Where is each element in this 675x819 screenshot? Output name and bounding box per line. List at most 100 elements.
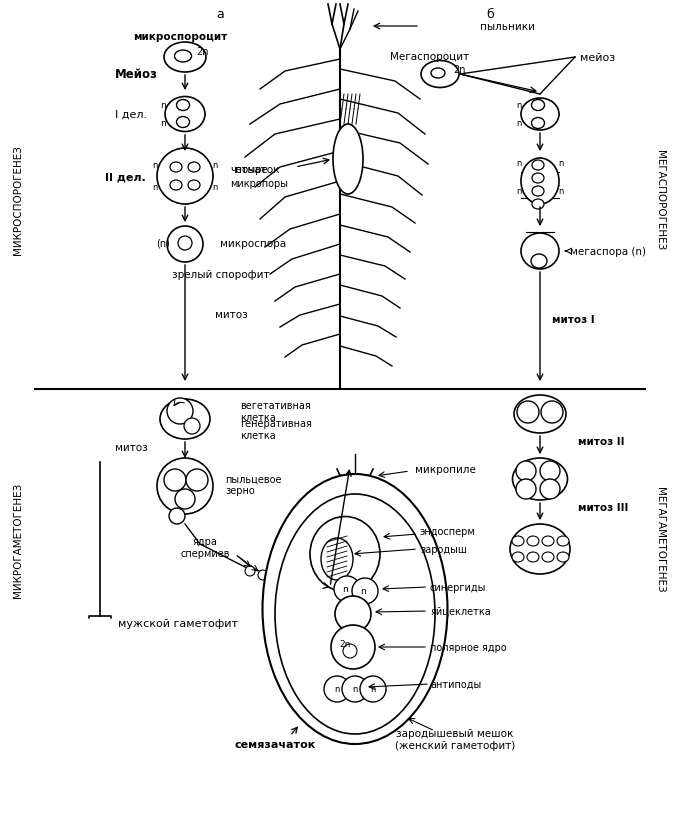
Text: митоз II: митоз II [578,437,624,446]
Text: n: n [352,685,358,694]
Text: МИКРОСПОРОГЕНЕЗ: МИКРОСПОРОГЕНЕЗ [13,145,23,255]
Circle shape [184,419,200,434]
Text: микропоры: микропоры [230,179,288,188]
Ellipse shape [521,233,559,269]
Text: зрелый спорофит: зрелый спорофит [173,269,270,279]
Text: мейоз: мейоз [580,53,615,63]
Text: n: n [213,183,217,192]
Ellipse shape [170,163,182,173]
Text: вегетативная
клетка: вегетативная клетка [240,400,310,423]
Text: зародыш: зародыш [420,545,466,554]
Circle shape [169,509,185,524]
Ellipse shape [176,101,190,111]
Text: зародышевый мешок
(женский гаметофит): зародышевый мешок (женский гаметофит) [395,728,515,750]
Text: Мейоз: Мейоз [115,69,158,81]
Ellipse shape [333,124,363,195]
Ellipse shape [160,400,210,440]
Text: а: а [216,8,224,21]
Text: МИКРОГАМЕТОГЕНЕЗ: МИКРОГАМЕТОГЕНЕЗ [13,482,23,597]
Circle shape [245,566,255,577]
Text: n: n [516,101,522,110]
Ellipse shape [512,552,524,563]
Ellipse shape [263,474,448,744]
Text: ядра
спермиев: ядра спермиев [180,536,230,558]
Text: МЕГАСПОРОГЕНЕЗ: МЕГАСПОРОГЕНЕЗ [655,150,665,250]
Ellipse shape [512,459,568,500]
Text: II дел.: II дел. [105,172,146,182]
Ellipse shape [542,552,554,563]
Text: четыре: четыре [230,165,267,174]
Text: микроспора: микроспора [220,238,286,249]
Circle shape [178,237,192,251]
Ellipse shape [175,51,192,63]
Text: n: n [342,585,348,594]
Text: n: n [213,161,217,170]
Text: n: n [516,160,522,168]
Circle shape [324,676,350,702]
Text: 2n: 2n [454,65,466,75]
Ellipse shape [431,69,445,79]
Ellipse shape [176,117,190,129]
Ellipse shape [527,536,539,546]
Ellipse shape [514,396,566,433]
Ellipse shape [557,536,569,546]
Circle shape [516,461,536,482]
Circle shape [167,227,203,263]
Text: n: n [160,101,166,110]
Circle shape [360,676,386,702]
Text: синергиды: синергиды [430,582,487,592]
Ellipse shape [188,163,200,173]
Circle shape [342,676,368,702]
Ellipse shape [557,552,569,563]
Ellipse shape [532,174,544,183]
Circle shape [164,469,186,491]
Text: n: n [516,120,522,129]
Text: микроспороцит: микроспороцит [133,32,227,42]
Circle shape [334,577,360,602]
Ellipse shape [275,495,435,734]
Text: микропиле: микропиле [415,464,476,474]
Circle shape [540,461,560,482]
Text: n: n [371,685,376,694]
Circle shape [335,596,371,632]
Ellipse shape [421,61,459,88]
Text: яйцеклетка: яйцеклетка [430,606,491,616]
Ellipse shape [310,517,380,592]
Text: n: n [558,160,564,168]
Ellipse shape [165,97,205,133]
Ellipse shape [531,119,545,129]
Text: митоз: митоз [215,310,248,319]
Circle shape [517,401,539,423]
Text: мегаспора (n): мегаспора (n) [570,247,646,256]
Ellipse shape [164,43,206,73]
Circle shape [186,469,208,491]
Ellipse shape [532,200,544,210]
Text: генеративная
клетка: генеративная клетка [240,419,312,441]
Text: пыльцевое
зерно: пыльцевое зерно [225,473,281,495]
Text: митоз III: митоз III [578,502,628,513]
Text: эндосперм: эндосперм [420,527,476,536]
Circle shape [331,625,375,669]
Ellipse shape [521,99,559,131]
Ellipse shape [542,536,554,546]
Circle shape [157,149,213,205]
Text: 2n: 2n [340,640,351,649]
Ellipse shape [321,538,353,581]
Ellipse shape [532,161,544,171]
Circle shape [175,490,195,509]
Text: полярное ядро: полярное ядро [430,642,507,652]
Text: 2n: 2n [196,47,209,57]
Text: семязачаток: семязачаток [234,739,316,749]
Ellipse shape [170,181,182,191]
Text: I дел.: I дел. [115,110,147,120]
Text: пыльники: пыльники [480,22,535,32]
Circle shape [343,645,357,658]
Text: антиподы: антиподы [430,679,481,689]
Text: n: n [153,161,158,170]
Text: мужской гаметофит: мужской гаметофит [118,618,238,628]
Text: (n): (n) [156,238,170,249]
Circle shape [167,399,193,424]
Circle shape [258,570,268,581]
Text: n: n [160,119,166,127]
Text: n: n [360,586,366,595]
